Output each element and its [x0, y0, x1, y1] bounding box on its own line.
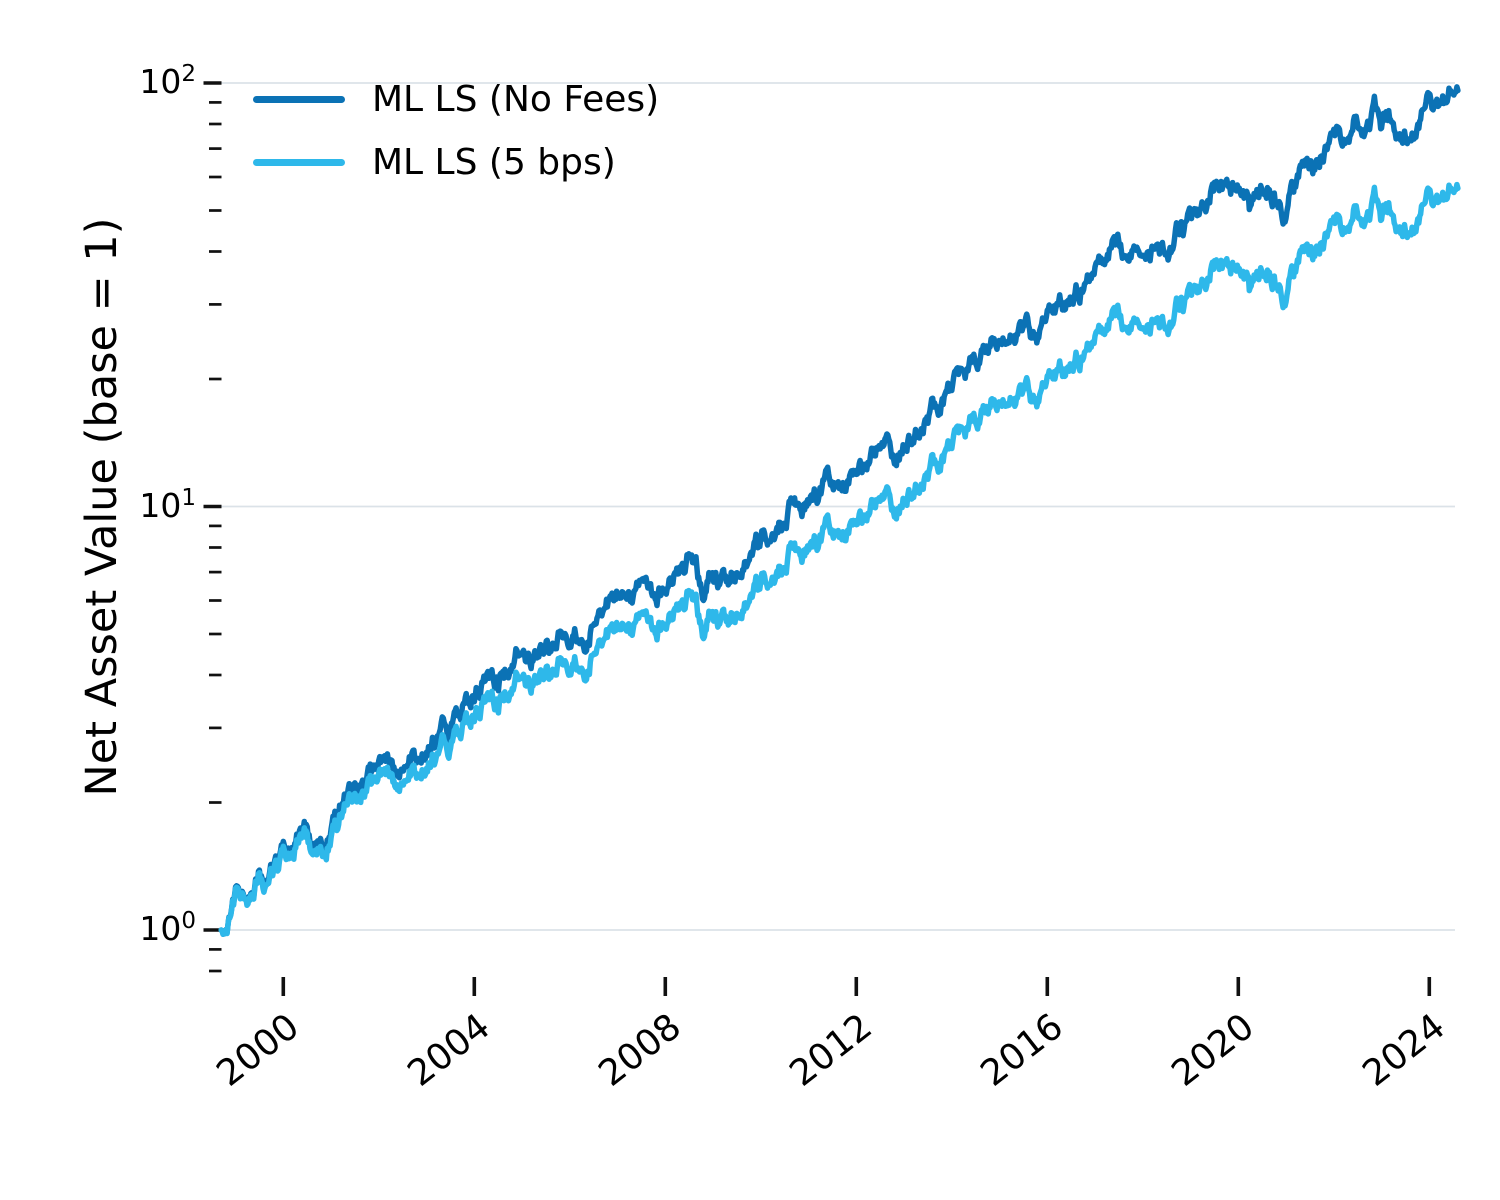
y-axis-title: Net Asset Value (base = 1)	[77, 217, 127, 797]
y-tick-label: 100	[139, 908, 196, 948]
legend-entry-5bps: ML LS (5 bps)	[253, 131, 659, 194]
curve-no-fees	[218, 84, 1461, 937]
legend-label-5bps: ML LS (5 bps)	[372, 142, 616, 183]
legend-entry-no-fees: ML LS (No Fees)	[253, 68, 659, 131]
y-tick-label: 102	[139, 61, 196, 101]
y-tick-label: 101	[139, 484, 196, 525]
curve-5bps	[218, 181, 1461, 937]
legend-line-swatch-no-fees	[253, 96, 345, 103]
legend-label-no-fees: ML LS (No Fees)	[372, 79, 660, 120]
legend-line-swatch-5bps	[253, 159, 345, 166]
legend: ML LS (No Fees) ML LS (5 bps)	[253, 68, 659, 194]
